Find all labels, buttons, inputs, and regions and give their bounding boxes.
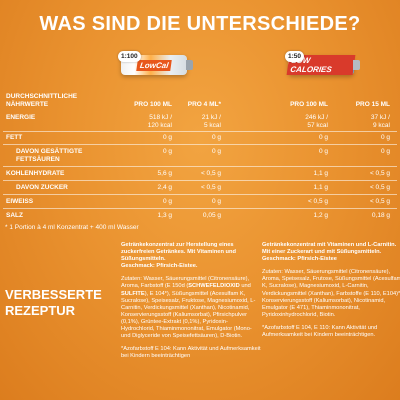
- desc-warning: *Azofarbstoff E 104: Kann Aktivität und …: [121, 346, 261, 360]
- improved-recipe-heading: VERBESSERTE REZEPTUR: [5, 287, 115, 319]
- table-cell: 37 kJ /: [370, 114, 390, 121]
- improved-line1: VERBESSERTE: [5, 287, 102, 302]
- table-cell: 246 kJ /: [305, 114, 328, 121]
- table-cell: 0 g: [162, 198, 172, 205]
- headline: WAS SIND DIE UNTERSCHIEDE?: [39, 13, 361, 35]
- table-cell: 0 g: [318, 148, 328, 155]
- ratio-badge: 1:50: [285, 51, 305, 62]
- table-cell: < 0,5 g: [369, 198, 390, 205]
- row-label: DAVON ZUCKER: [16, 184, 68, 191]
- table-cell: 1,1 g: [313, 184, 328, 191]
- table-cell: 21 kJ /: [201, 114, 221, 121]
- table-cell: 2,4 g: [157, 184, 172, 191]
- table-cell: 0 g: [211, 148, 221, 155]
- col-header: PRO 4 ML*: [187, 101, 221, 108]
- product-low-calories-plus: 1:50 LOW CALORIES: [285, 51, 360, 75]
- desc-ingredients: Zutaten: Wasser, Säuerungsmittel (Citron…: [121, 276, 256, 340]
- table-cell: 0 g: [380, 148, 390, 155]
- row-label: ENERGIE: [6, 114, 36, 121]
- row-label: FETT: [6, 134, 23, 141]
- table-cell: 57 kcal: [307, 122, 328, 129]
- row-divider: [3, 131, 397, 132]
- row-divider: [3, 208, 397, 209]
- brand-label: LowCal: [135, 59, 172, 71]
- row-divider: [3, 194, 397, 195]
- table-cell: 0,18 g: [371, 212, 390, 219]
- desc-ingredients: Zutaten: Wasser, Säuerungsmittel (Citron…: [262, 269, 400, 318]
- table-cell: < 0,5 g: [200, 170, 221, 177]
- product-description-1: Getränkekonzentrat zur Herstellung eines…: [121, 242, 261, 366]
- table-cell: 5 kcal: [204, 122, 221, 129]
- desc-flavor: Geschmack: Pfirsich-Eistee: [262, 256, 337, 263]
- table-cell: 5,6 g: [157, 170, 172, 177]
- col-header: PRO 100 ML: [290, 101, 328, 108]
- table-cell: 9 kcal: [373, 122, 390, 129]
- table-cell: 0 g: [162, 148, 172, 155]
- bottle-image: LOW CALORIES: [286, 55, 360, 75]
- table-cell: < 0,5 g: [307, 198, 328, 205]
- desc-intro: Getränkekonzentrat zur Herstellung eines…: [121, 242, 236, 263]
- col-header: PRO 100 ML: [134, 101, 172, 108]
- product-description-2: Getränkekonzentrat mit Vitaminen und L-C…: [262, 242, 400, 345]
- desc-warning: *Azofarbstoff E 104, E 110: Kann Aktivit…: [262, 324, 378, 339]
- bottle-cap: [186, 60, 193, 70]
- row-divider: [3, 180, 397, 181]
- table-cell: 0,05 g: [202, 212, 221, 219]
- row-label: DAVON GESÄTTIGTE: [16, 148, 83, 155]
- desc-intro: Getränkekonzentrat mit Vitaminen und L-C…: [262, 242, 397, 256]
- table-cell: < 0,5 g: [369, 170, 390, 177]
- improved-line2: REZEPTUR: [5, 303, 76, 318]
- table-cell: 120 kcal: [147, 122, 172, 129]
- table-cell: 0 g: [318, 134, 328, 141]
- table-cell: 1,1 g: [313, 170, 328, 177]
- table-title: DURCHSCHNITTLICHE: [6, 93, 78, 100]
- table-cell: < 0,5 g: [369, 184, 390, 191]
- bottle-cap: [353, 60, 360, 70]
- table-title-line2: NÄHRWERTE: [6, 101, 49, 108]
- table-cell: 1,2 g: [313, 212, 328, 219]
- table-cell: 518 kJ /: [149, 114, 172, 121]
- table-cell: 0 g: [380, 134, 390, 141]
- desc-flavor: Geschmack: Pfirsich-Eistee.: [121, 263, 198, 270]
- table-cell: 0 g: [211, 198, 221, 205]
- table-cell: 0 g: [162, 134, 172, 141]
- table-cell: 1,3 g: [157, 212, 172, 219]
- row-divider: [3, 144, 397, 145]
- row-label-line2: FETTSÄUREN: [16, 156, 60, 163]
- row-label: SALZ: [6, 212, 23, 219]
- table-cell: 0 g: [211, 134, 221, 141]
- serving-footnote: * 1 Portion à 4 ml Konzentrat + 400 ml W…: [5, 224, 139, 231]
- row-divider: [3, 166, 397, 167]
- table-cell: < 0,5 g: [200, 184, 221, 191]
- product-lowcal-stark-plus: 1:100 LowCal: [118, 51, 193, 75]
- ratio-badge: 1:100: [118, 51, 141, 62]
- row-label: KOHLENHYDRATE: [6, 170, 65, 177]
- col-header: PRO 15 ML: [355, 101, 390, 108]
- row-label: EIWEISS: [6, 198, 34, 205]
